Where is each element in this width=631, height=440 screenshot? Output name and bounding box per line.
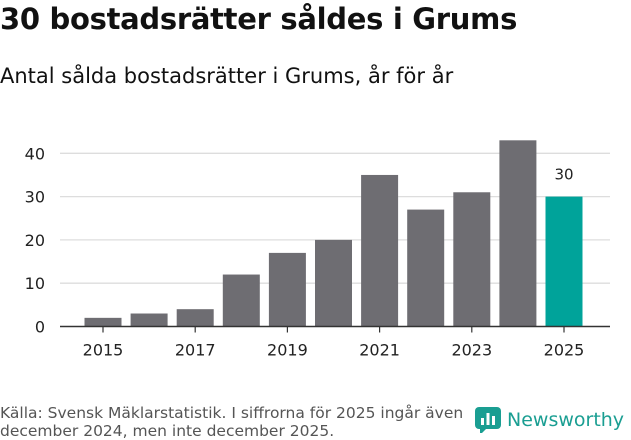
x-tick-label: 2023 [451, 341, 492, 360]
bar-2023 [453, 192, 491, 327]
brand-name: Newsworthy [507, 409, 625, 431]
data-label: 30 [554, 166, 573, 184]
bar-2017 [176, 309, 214, 327]
y-tick-label: 20 [25, 231, 45, 250]
brand-logo: Newsworthy [475, 407, 624, 433]
source-note: Källa: Svensk Mäklarstatistik. I siffror… [0, 404, 464, 440]
x-tick-label: 2015 [83, 341, 124, 360]
y-tick-label: 30 [25, 188, 45, 207]
x-tick-label: 2019 [267, 341, 308, 360]
bar-2018 [222, 274, 260, 327]
y-tick-label: 0 [35, 318, 45, 337]
bar-2015 [84, 317, 122, 327]
bar-2024 [499, 140, 537, 327]
y-tick-label: 10 [25, 274, 45, 293]
bar-2021 [361, 174, 399, 327]
x-tick-label: 2017 [175, 341, 216, 360]
x-tick-label: 2025 [544, 341, 585, 360]
chart-subtitle: Antal sålda bostadsrätter i Grums, år fö… [0, 64, 454, 88]
x-tick-label: 2021 [359, 341, 400, 360]
newsworthy-chart-icon [475, 407, 501, 433]
bar-2022 [407, 209, 445, 327]
bar-chart: 0 10 20 30 40 30 2015 2017 2019 2021 2023 2025 [25, 140, 610, 360]
bar-2020 [315, 239, 352, 327]
bar-2016 [130, 313, 168, 327]
chart-title: 30 bostadsrätter såldes i Grums [0, 2, 518, 36]
bar-2025 [545, 196, 583, 327]
bar-2019 [268, 252, 306, 327]
y-tick-label: 40 [25, 144, 45, 163]
